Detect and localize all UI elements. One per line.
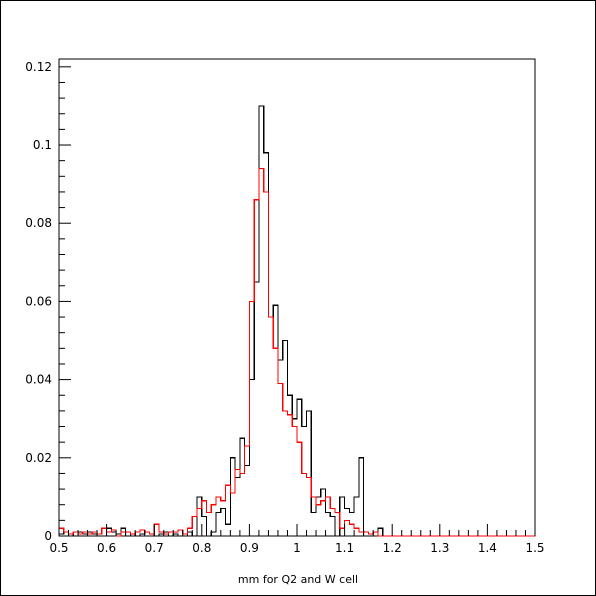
x-tick-label: 0.8 [192,541,211,555]
y-tick-label: 0 [44,529,52,543]
y-tick-label: 0.04 [25,373,52,387]
series-layer [58,105,535,537]
x-tick-label: 1.5 [525,541,544,555]
y-tick-label: 0.02 [25,451,52,465]
x-tick-label: 0.7 [145,541,164,555]
plot-area [58,58,536,537]
x-tick-label: 1 [293,541,301,555]
y-tick-label: 0.08 [25,216,52,230]
y-tick-label: 0.1 [33,138,52,152]
x-tick-label: 0.6 [97,541,116,555]
y-tick-label: 0.06 [25,294,52,308]
axes-layer: 0.5 0.6 0.7 0.8 0.9 1 1.1 1.2 1.3 1.4 1.5 0 0.02 0.04… [25,60,544,555]
x-tick-label: 0.9 [240,541,259,555]
plot-border [58,58,536,537]
x-tick-label: 1.4 [478,541,497,555]
x-tick-label: 1.1 [335,541,354,555]
x-tick-label: 0.5 [49,541,68,555]
y-tick-label: 0.12 [25,60,52,74]
x-tick-label: 1.2 [383,541,402,555]
x-tick-label: 1.3 [430,541,449,555]
series-1-histogram [58,105,535,537]
x-axis-title: mm for Q2 and W cell [238,573,358,586]
series-2-histogram [58,167,535,537]
